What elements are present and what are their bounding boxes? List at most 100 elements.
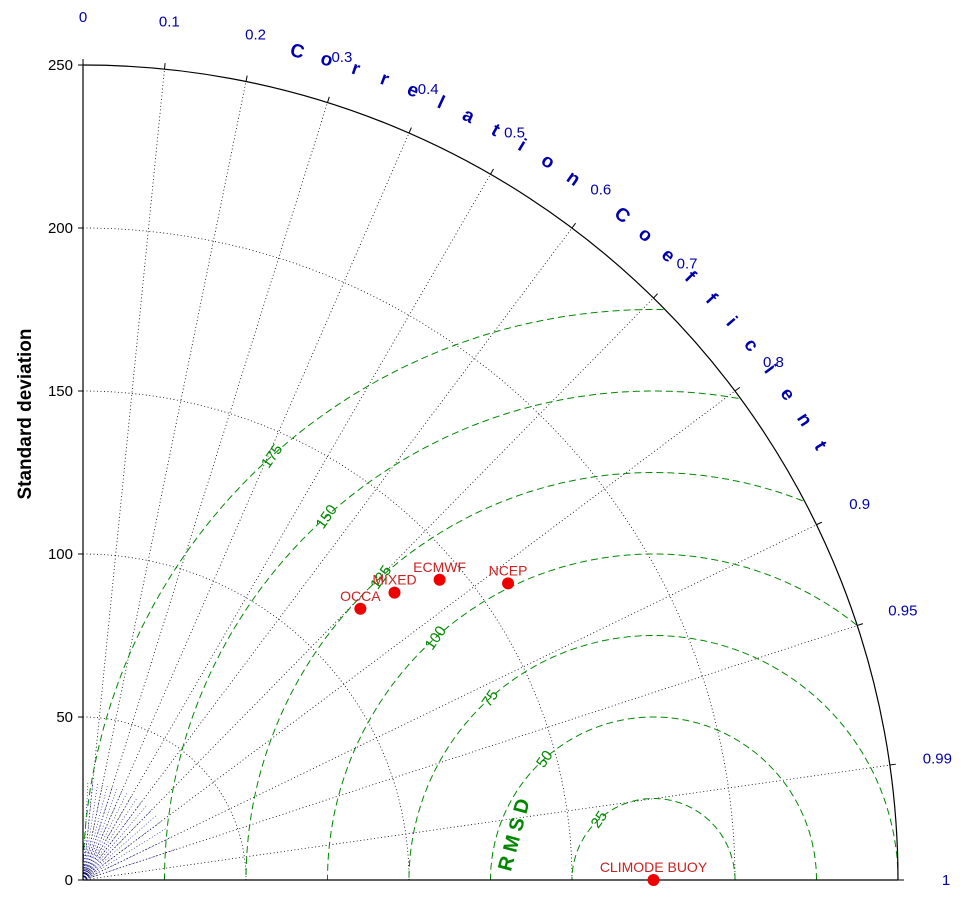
correlation-gridline: [82, 102, 328, 881]
correlation-minor-gridline: [82, 798, 138, 881]
correlation-title-char: C: [288, 40, 307, 64]
rmsd-tick-label: 50: [533, 747, 556, 770]
rmsd-contour: [490, 716, 817, 880]
data-point-label: OCCA: [340, 588, 381, 604]
sd-tick-label: 50: [56, 709, 73, 726]
correlation-tick-label: 0.9: [849, 496, 870, 513]
correlation-tick-mark: [571, 222, 576, 229]
correlation-gridline: [82, 524, 817, 881]
correlation-minor-gridline: [82, 782, 89, 881]
correlation-title-char: c: [739, 335, 762, 357]
correlation-tick-label: 1: [942, 872, 950, 889]
correlation-minor-gridline: [82, 809, 152, 881]
correlation-tick-mark: [245, 75, 248, 82]
correlation-minor-gridline: [82, 805, 147, 881]
correlation-gridline: [82, 390, 736, 881]
correlation-tick-mark: [164, 63, 166, 70]
correlation-minor-gridline: [82, 790, 123, 881]
correlation-tick-label: 0.3: [331, 49, 352, 66]
correlation-gridline: [82, 81, 247, 881]
correlation-minor-gridline: [82, 815, 157, 881]
correlation-tick-mark: [327, 96, 330, 103]
correlation-title-char: C: [610, 203, 634, 228]
data-point-label: ECMWF: [413, 559, 466, 575]
correlation-title-char: e: [657, 244, 679, 267]
correlation-gridline: [82, 625, 858, 881]
data-point: [502, 577, 515, 590]
rmsd-tick-label: 75: [479, 687, 502, 710]
correlation-gridline: [82, 69, 165, 881]
rmsd-tick-label: 100: [422, 623, 450, 653]
rmsd-tick-label: 175: [258, 441, 286, 471]
correlation-gridline: [82, 764, 890, 881]
sd-tick-label: 0: [65, 872, 73, 889]
rmsd-title-text: RMSD: [494, 791, 536, 873]
data-point-label: MIXED: [372, 572, 416, 588]
correlation-minor-gridline: [82, 828, 167, 881]
correlation-tick-mark: [816, 521, 823, 526]
correlation-minor-gridline: [82, 821, 162, 881]
correlation-tick-mark: [857, 623, 864, 626]
correlation-minor-gridline: [82, 792, 128, 881]
correlation-title-char: t: [809, 438, 831, 455]
sd-gridarc: [82, 716, 247, 881]
correlation-minor-gridline: [82, 784, 103, 881]
correlation-tick-mark: [889, 763, 896, 766]
correlation-title-char: o: [537, 150, 558, 174]
axes-frame: [78, 59, 904, 881]
correlation-minor-gridline: [82, 782, 94, 881]
correlation-title-char: f: [701, 290, 721, 309]
data-point: [388, 586, 401, 599]
correlation-gridline: [82, 173, 491, 881]
correlation-minor-gridline: [82, 837, 172, 881]
correlation-grid: [82, 69, 890, 881]
data-point: [433, 573, 446, 586]
correlation-title-char: a: [459, 104, 478, 128]
rmsd-contour: [245, 472, 803, 880]
sd-grid: [82, 227, 736, 881]
correlation-tick-label: 0.95: [888, 603, 917, 620]
correlation-tick-label: 0.8: [763, 354, 784, 371]
sd-gridarc: [82, 390, 573, 881]
correlation-title-char: t: [488, 120, 504, 142]
correlation-tick-label: 0.6: [590, 182, 611, 199]
correlation-tick-label: 0.99: [923, 750, 952, 767]
correlation-gridline: [82, 297, 654, 881]
correlation-minor-gridline: [82, 786, 113, 881]
correlation-tick-label: 0.2: [245, 26, 266, 43]
correlation-tick-label: 0: [79, 9, 87, 26]
rmsd-contour: [571, 798, 736, 880]
rmsd-contour: [408, 635, 899, 880]
correlation-tick-mark: [408, 127, 412, 134]
rmsd-contour: [82, 309, 664, 880]
correlation-tick-mark: [490, 168, 494, 175]
correlation-minor-gridline: [82, 849, 177, 881]
correlation-minor-gridline: [82, 785, 108, 881]
correlation-tick-mark: [653, 293, 659, 299]
correlation-minor-gridline: [82, 788, 118, 881]
correlation-title-char: n: [562, 167, 584, 191]
correlation-minor-gridline: [82, 795, 133, 881]
data-point-label: CLIMODE BUOY: [600, 859, 708, 875]
sd-tick-label: 250: [48, 57, 73, 74]
rmsd-contour: [327, 553, 857, 880]
rmsd-axis-title: RMSD: [494, 791, 536, 873]
sd-gridarc: [82, 553, 410, 881]
correlation-gridline: [82, 227, 573, 881]
correlation-tick-label: 0.5: [504, 125, 525, 142]
correlation-title-char: n: [792, 409, 816, 430]
correlation-title-char: o: [318, 48, 335, 71]
correlation-title-char: r: [377, 68, 392, 90]
correlation-tick-label: 0.1: [159, 13, 180, 30]
correlation-tick-mark: [734, 386, 741, 392]
data-point: [354, 602, 367, 615]
sd-tick-label: 150: [48, 383, 73, 400]
y-axis-label: Standard deviation: [15, 328, 36, 499]
rmsd-tick-label: 150: [313, 502, 341, 532]
outer-arc: [82, 64, 899, 881]
sd-tick-label: 100: [48, 546, 73, 563]
correlation-tick-label: 0.4: [418, 81, 439, 98]
correlation-title-char: e: [776, 384, 799, 405]
